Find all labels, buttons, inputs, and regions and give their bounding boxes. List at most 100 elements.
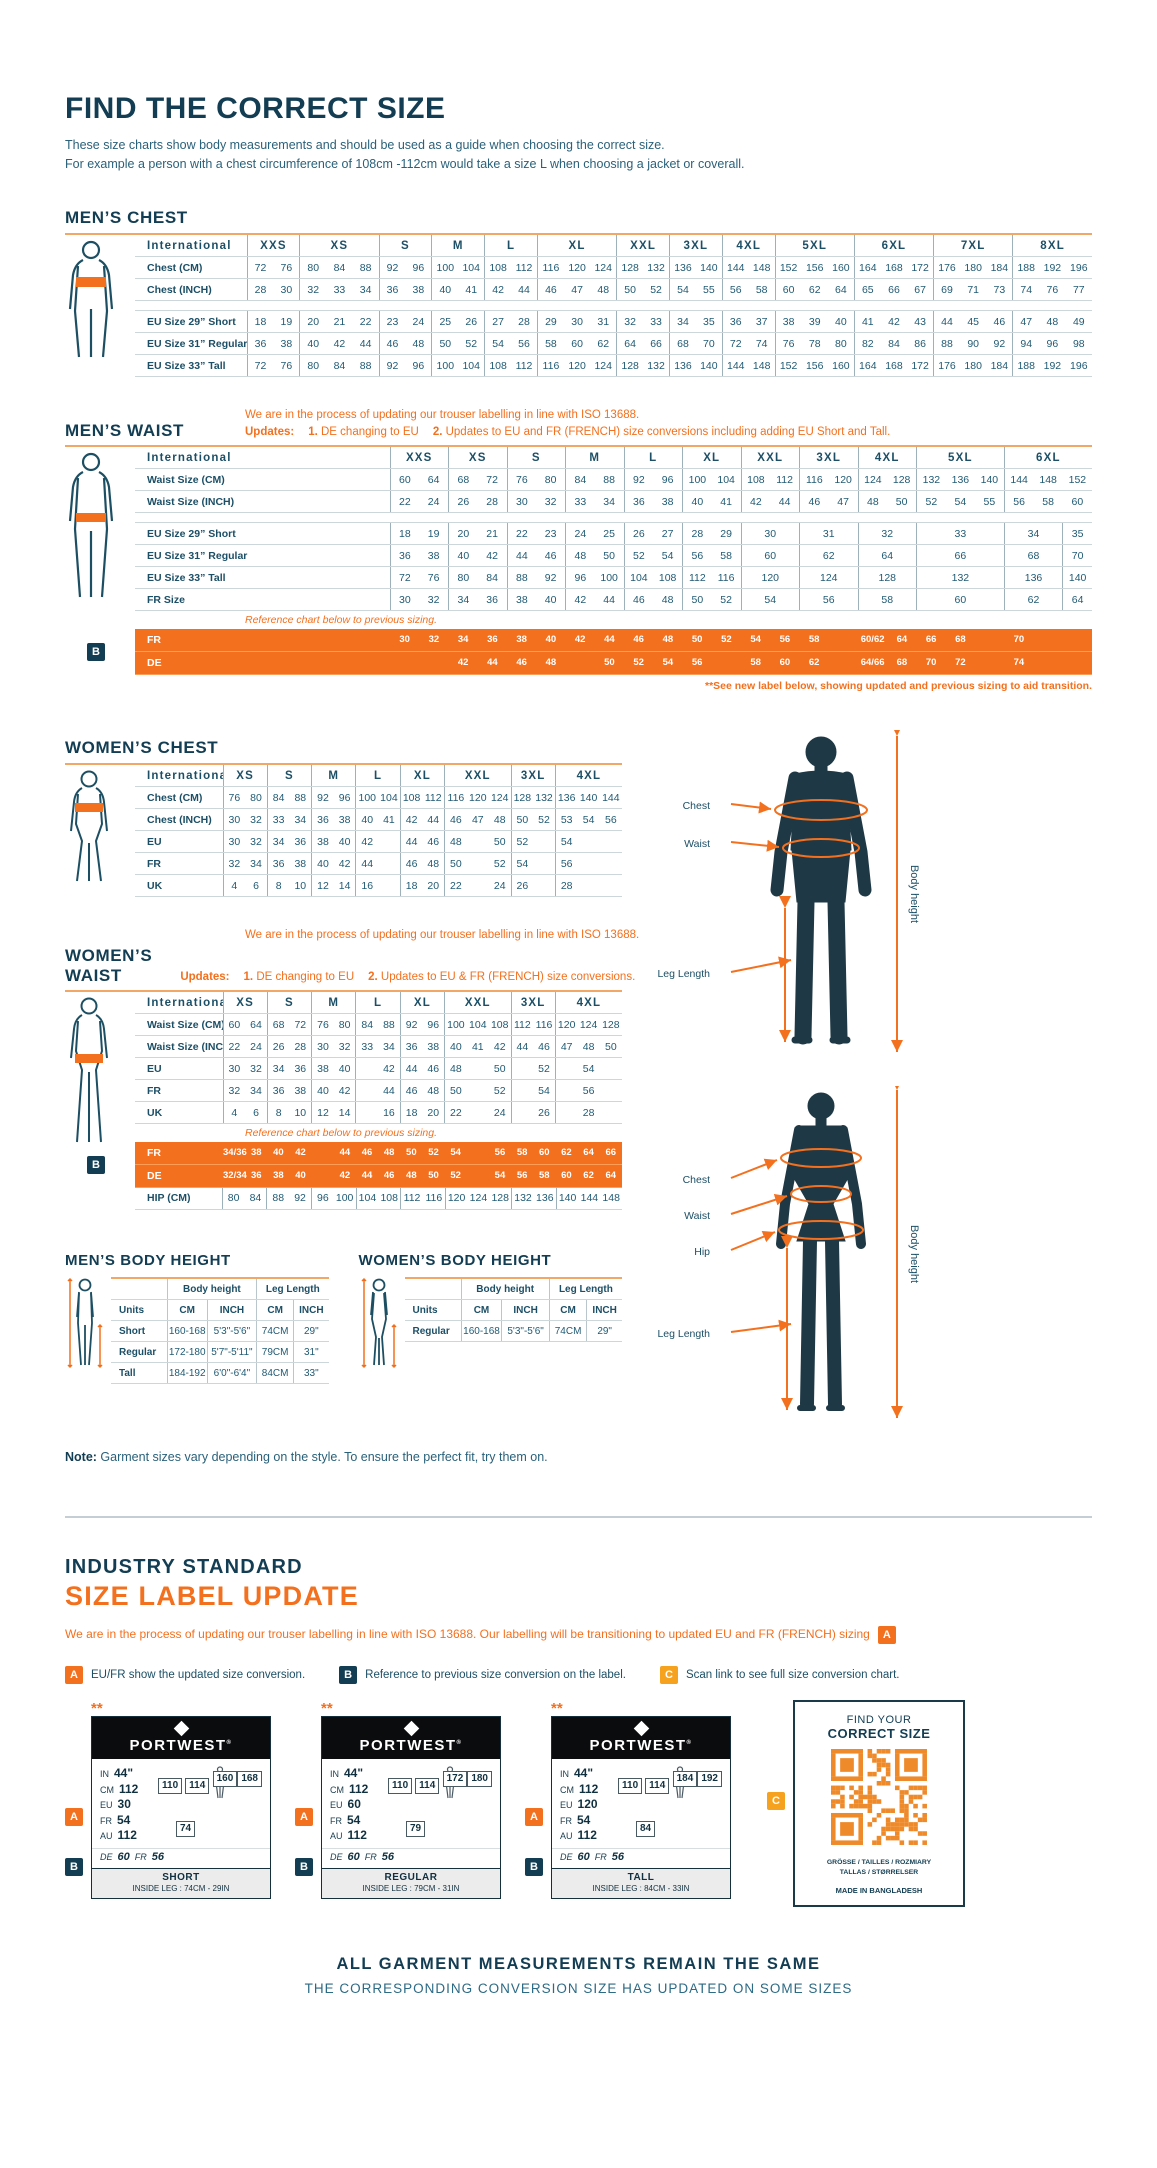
size-cell: 40: [681, 490, 712, 513]
label-size-row: IN 44": [330, 1766, 382, 1782]
womens-chest-title: WOMEN’S CHEST: [65, 738, 219, 757]
size-cell: 42: [564, 588, 595, 611]
size-cell: 33: [916, 522, 1005, 545]
inside-leg-text: INSIDE LEG : 84CM - 33IN: [592, 1883, 690, 1893]
size-group-header: 7XL: [933, 235, 1013, 257]
row-label: FR: [135, 1079, 223, 1102]
size-cell: 54: [533, 1079, 556, 1102]
b-badge: B: [65, 1858, 83, 1876]
portwest-diamond-logo: [633, 1720, 649, 1736]
mens-waist-note-line1: We are in the process of updating our tr…: [245, 409, 640, 421]
language-sizes-text: GRÖSSE / TAILLES / ROZMIARY TALLAS / STØR…: [803, 1858, 955, 1878]
size-cell: 44: [770, 490, 800, 513]
prev-system: FR: [364, 1851, 377, 1862]
size-group-header: M: [311, 992, 356, 1014]
size-cell: 30: [740, 522, 800, 545]
size-cell: 38: [506, 588, 537, 611]
size-cell: 12: [311, 1101, 334, 1124]
size-cell: 41: [466, 1035, 489, 1058]
size-cell: 20: [447, 522, 478, 545]
size-cell: 68: [955, 634, 966, 645]
label-measurements: 110 114 184 192 84: [618, 1766, 722, 1844]
size-cell: 18: [389, 522, 420, 545]
leg-value-box: 74: [176, 1818, 196, 1837]
update-1-text: DE changing to EU: [321, 426, 419, 438]
size-cell: 112: [510, 1013, 534, 1036]
size-cell: 56: [721, 278, 749, 301]
size-cell: 50: [406, 1147, 417, 1158]
size-cell: 136: [554, 786, 578, 809]
waist-value-box: 110: [388, 1777, 413, 1794]
label-size-row: EU 30: [100, 1797, 152, 1813]
label-measurements: 110 114 160 168 74: [158, 1766, 262, 1844]
size-cell: 124: [488, 786, 512, 809]
size-cell: 44: [510, 1035, 534, 1058]
size-cell: 168: [880, 354, 908, 377]
label-size-row: CM 112: [560, 1782, 612, 1798]
size-cell: 48: [662, 634, 674, 645]
table-row: Short 160-168 5'3"-5'6" 74CM 29": [111, 1320, 329, 1342]
previous-size-line: DE 60 FR 56: [92, 1847, 270, 1868]
size-cell: 160: [827, 354, 855, 377]
leg-length-label: Leg Length: [657, 1328, 710, 1340]
industry-intro-text: We are in the process of updating our tr…: [65, 1627, 870, 1642]
size-cell: 28: [477, 490, 507, 513]
c-badge: C: [767, 1792, 785, 1810]
size-system: AU: [560, 1831, 573, 1841]
size-cell: 132: [643, 354, 670, 377]
size-cell: 48: [857, 490, 888, 513]
garment-note: Note: Garment sizes vary depending on th…: [65, 1450, 622, 1464]
size-group-header: L: [355, 765, 401, 787]
mens-chest-section: International XXS XS S M L XL XXL 3XL 4XL 5XL 6XL 7X…: [65, 233, 1092, 377]
size-cell: 52: [533, 808, 556, 831]
row-label: Chest (CM): [135, 256, 247, 279]
size-cell: 28: [289, 1035, 312, 1058]
table-header-row: International XXS XS S M L XL XXL 3XL 4XL 5XL 6XL: [135, 447, 1092, 469]
size-value: 44": [344, 1766, 364, 1780]
updates-label: Updates:: [245, 426, 295, 438]
mens-waist-footnote: **See new label below, showing updated a…: [705, 680, 1092, 692]
row-label: Waist Size (INCH): [135, 1035, 223, 1058]
size-cell: 44: [511, 278, 538, 301]
mens-height-figure-icon: [65, 1277, 105, 1384]
size-cell: [467, 1142, 489, 1164]
size-value: 60: [347, 1797, 361, 1811]
size-cell: 26: [458, 310, 485, 333]
size-cell: 22: [222, 1035, 246, 1058]
size-cell: 116: [533, 1013, 556, 1036]
size-cell: 176: [933, 354, 960, 377]
fit-name: REGULAR: [384, 1871, 438, 1883]
row-label: EU Size 33” Tall: [135, 566, 390, 589]
size-cell: 20: [422, 1101, 445, 1124]
hip-row: HIP (CM) 80 84 88 92 96 100 104 108 112 116 120 124 1…: [135, 1188, 622, 1210]
spacer-cell: [111, 1278, 168, 1300]
size-cell: 22: [352, 310, 380, 333]
size-cell: 60: [916, 588, 1005, 611]
size-cell: 58: [516, 1147, 528, 1158]
size-cell: 50: [594, 544, 624, 567]
c-badge: C: [659, 1666, 678, 1684]
table-row: UK 4 6 8 10 12 14 16 18 20 22 24 26 28: [135, 874, 622, 897]
size-cell: 50: [428, 1170, 439, 1181]
size-cell: 77: [1065, 278, 1092, 301]
size-group-header: XL: [399, 765, 445, 787]
label-body: IN 44" CM 112 EU 120 FR 54 AU 112 110 114 184 192 84: [552, 1759, 730, 1848]
size-cell: 44: [604, 634, 615, 645]
unit-header: CM: [460, 1299, 502, 1321]
size-cell: 50: [510, 808, 534, 831]
size-system: AU: [100, 1831, 113, 1841]
size-cell: 140: [975, 468, 1005, 491]
size-cell: [390, 652, 419, 674]
size-cell: 36: [250, 1170, 262, 1181]
table-header-row: InternationalXSSMLXLXXL3XL4XL: [135, 765, 622, 787]
size-cell: [533, 852, 556, 875]
size-cell: 80: [333, 1013, 356, 1036]
size-cell: 54: [450, 1147, 461, 1158]
table-row: EU Size 33” Tall 72 76 80 84 88 92 96 100 104 108 1…: [135, 566, 1092, 589]
size-cell: 32/34: [223, 1170, 247, 1181]
size-cell: 92: [378, 256, 406, 279]
size-cell: 33: [564, 490, 595, 513]
size-cell: 80: [299, 354, 327, 377]
unit-header: INCH: [293, 1299, 329, 1321]
qr-code[interactable]: [831, 1749, 927, 1845]
